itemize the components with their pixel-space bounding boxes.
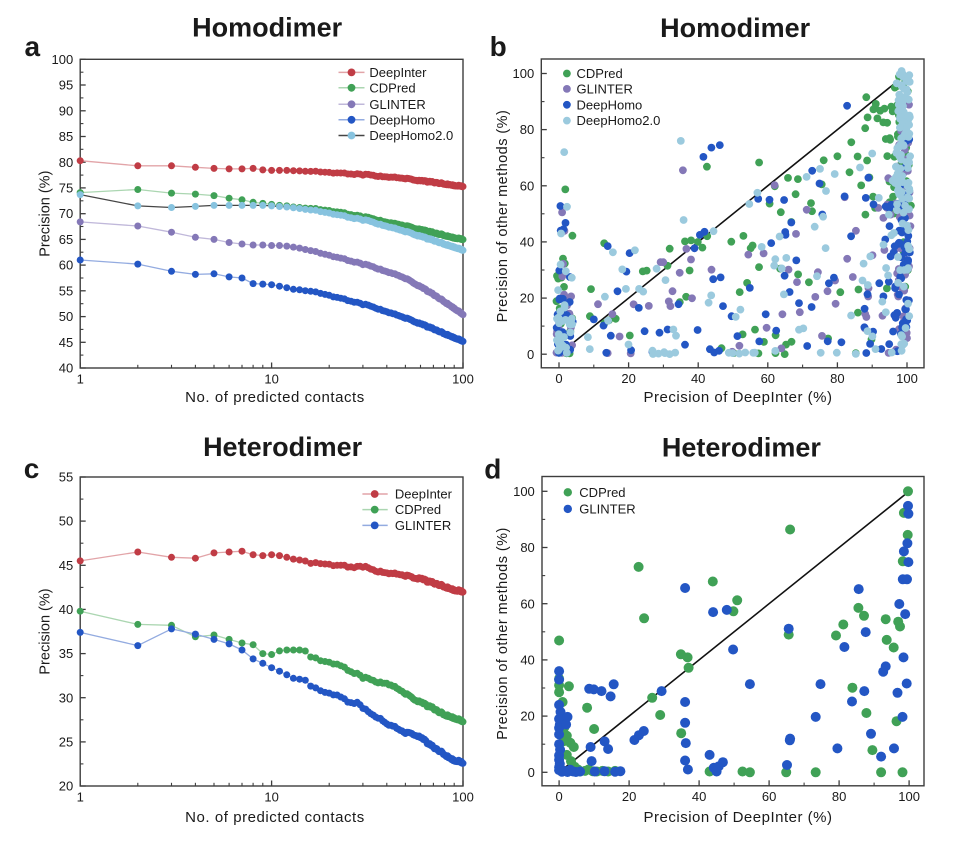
svg-text:100: 100 [512, 66, 534, 81]
svg-text:55: 55 [59, 470, 73, 485]
svg-text:100: 100 [51, 52, 73, 67]
svg-text:10: 10 [264, 372, 278, 387]
svg-text:20: 20 [520, 291, 534, 306]
svg-text:80: 80 [520, 122, 534, 137]
svg-text:CDPred: CDPred [395, 502, 441, 517]
svg-text:GLINTER: GLINTER [579, 502, 635, 517]
svg-text:1: 1 [77, 372, 84, 387]
svg-text:40: 40 [59, 361, 73, 376]
svg-text:25: 25 [59, 735, 73, 750]
svg-text:Precision of other methods (%): Precision of other methods (%) [495, 527, 511, 740]
svg-text:d: d [484, 453, 501, 484]
svg-text:Precision of DeepInter (%): Precision of DeepInter (%) [644, 809, 833, 826]
svg-text:CDPred: CDPred [577, 66, 623, 81]
svg-text:80: 80 [830, 371, 844, 386]
svg-text:DeepHomo: DeepHomo [577, 97, 643, 112]
svg-text:90: 90 [59, 103, 73, 118]
svg-text:40: 40 [59, 602, 73, 617]
svg-text:CDPred: CDPred [369, 80, 415, 95]
svg-text:Heterodimer: Heterodimer [662, 432, 822, 462]
svg-text:0: 0 [555, 789, 562, 804]
svg-text:c: c [24, 453, 40, 484]
svg-text:60: 60 [59, 258, 73, 273]
svg-text:0: 0 [555, 371, 562, 386]
svg-text:b: b [490, 31, 507, 62]
svg-text:100: 100 [452, 372, 474, 387]
svg-text:45: 45 [59, 335, 73, 350]
svg-text:Homodimer: Homodimer [192, 13, 343, 43]
svg-text:50: 50 [59, 309, 73, 324]
svg-text:100: 100 [513, 484, 535, 499]
svg-text:GLINTER: GLINTER [369, 97, 425, 112]
svg-text:20: 20 [621, 371, 635, 386]
svg-text:80: 80 [59, 155, 73, 170]
svg-text:60: 60 [520, 596, 534, 611]
svg-text:Heterodimer: Heterodimer [203, 432, 363, 462]
svg-text:DeepInter: DeepInter [395, 487, 453, 502]
svg-text:45: 45 [59, 558, 73, 573]
svg-text:Homodimer: Homodimer [660, 13, 811, 43]
svg-text:100: 100 [898, 789, 920, 804]
svg-text:75: 75 [59, 181, 73, 196]
svg-text:20: 20 [520, 709, 534, 724]
svg-text:10: 10 [264, 790, 278, 805]
svg-text:Precision (%): Precision (%) [38, 588, 54, 674]
svg-text:50: 50 [59, 514, 73, 529]
svg-text:40: 40 [520, 653, 534, 668]
svg-text:1: 1 [77, 790, 84, 805]
svg-text:100: 100 [896, 371, 918, 386]
svg-text:60: 60 [520, 178, 534, 193]
svg-text:20: 20 [622, 789, 636, 804]
svg-text:Precision of DeepInter (%): Precision of DeepInter (%) [644, 389, 833, 406]
svg-text:35: 35 [59, 646, 73, 661]
svg-text:GLINTER: GLINTER [577, 82, 633, 97]
svg-text:70: 70 [59, 206, 73, 221]
svg-text:GLINTER: GLINTER [395, 518, 451, 533]
svg-text:Precision of other methods (%): Precision of other methods (%) [495, 110, 511, 323]
svg-text:DeepInter: DeepInter [369, 65, 427, 80]
svg-text:40: 40 [692, 789, 706, 804]
svg-text:a: a [25, 31, 41, 62]
svg-text:20: 20 [59, 779, 73, 794]
svg-text:0: 0 [527, 347, 534, 362]
svg-text:85: 85 [59, 129, 73, 144]
svg-text:40: 40 [691, 371, 705, 386]
svg-text:No. of predicted contacts: No. of predicted contacts [185, 809, 365, 826]
svg-text:60: 60 [762, 789, 776, 804]
svg-text:DeepHomo2.0: DeepHomo2.0 [577, 113, 661, 128]
svg-text:55: 55 [59, 283, 73, 298]
svg-text:No. of predicted contacts: No. of predicted contacts [185, 389, 365, 406]
svg-text:95: 95 [59, 78, 73, 93]
svg-text:100: 100 [452, 790, 474, 805]
svg-text:80: 80 [832, 789, 846, 804]
svg-text:65: 65 [59, 232, 73, 247]
svg-text:DeepHomo: DeepHomo [369, 112, 435, 127]
svg-text:60: 60 [761, 371, 775, 386]
svg-text:80: 80 [520, 540, 534, 555]
svg-text:CDPred: CDPred [579, 485, 625, 500]
svg-text:0: 0 [528, 765, 535, 780]
svg-text:30: 30 [59, 690, 73, 705]
svg-text:Precision (%): Precision (%) [38, 171, 54, 257]
svg-text:DeepHomo2.0: DeepHomo2.0 [369, 128, 453, 143]
svg-text:40: 40 [520, 235, 534, 250]
